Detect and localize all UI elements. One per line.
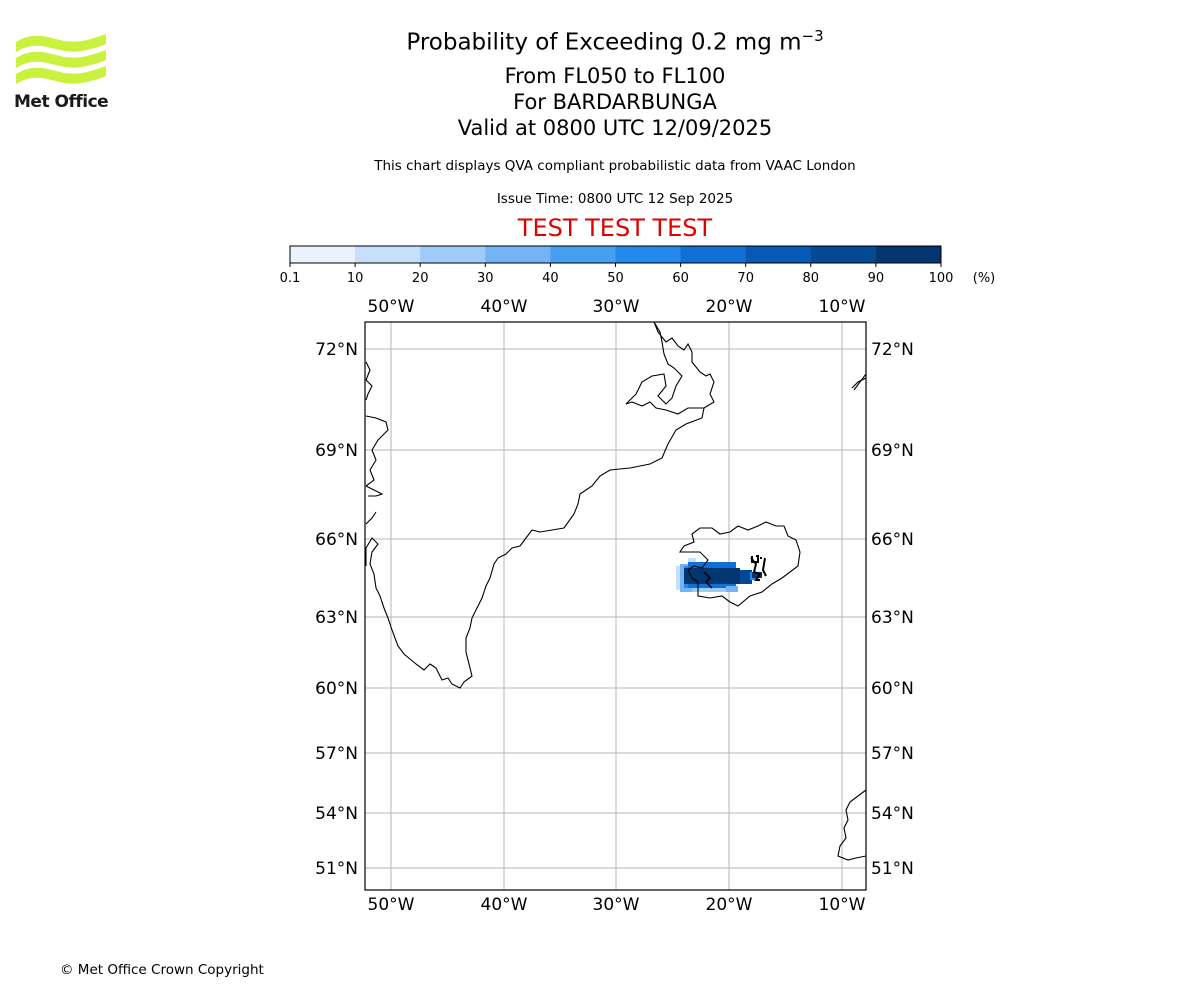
lon-label-bottom-30w: 30°W bbox=[593, 895, 640, 915]
colorbar-segment bbox=[680, 246, 747, 263]
volcano-icon bbox=[750, 555, 767, 581]
chart-description: This chart displays QVA compliant probab… bbox=[374, 158, 856, 174]
colorbar-segment bbox=[355, 246, 421, 263]
lat-label-right-54n: 54°N bbox=[871, 804, 914, 824]
colorbar-unit: (%) bbox=[973, 271, 996, 286]
map-frame bbox=[364, 321, 867, 891]
colorbar-tick-label: 70 bbox=[737, 271, 754, 286]
issue-time: Issue Time: 0800 UTC 12 Sep 2025 bbox=[496, 191, 734, 207]
lat-label-right-51n: 51°N bbox=[871, 859, 914, 879]
lat-label-left-63n: 63°N bbox=[315, 608, 358, 628]
colorbar-tick-label: 90 bbox=[868, 271, 885, 286]
chart-title: Probability of Exceeding 0.2 mg m−3 bbox=[406, 27, 824, 56]
lon-label-top-20w: 20°W bbox=[706, 297, 753, 317]
lon-label-top-10w: 10°W bbox=[819, 297, 866, 317]
lat-label-left-66n: 66°N bbox=[315, 530, 358, 550]
lon-label-bottom-50w: 50°W bbox=[368, 895, 415, 915]
validity-time: Valid at 0800 UTC 12/09/2025 bbox=[457, 116, 773, 140]
lon-label-top-30w: 30°W bbox=[593, 297, 640, 317]
colorbar-tick-label: 10 bbox=[347, 271, 364, 286]
coastlines bbox=[365, 321, 867, 861]
lat-label-left-60n: 60°N bbox=[315, 679, 358, 699]
colorbar-segment bbox=[875, 246, 942, 263]
colorbar-tick-label: 40 bbox=[542, 271, 559, 286]
lat-label-right-69n: 69°N bbox=[871, 441, 914, 461]
lon-label-top-40w: 40°W bbox=[481, 297, 528, 317]
lat-label-right-57n: 57°N bbox=[871, 744, 914, 764]
lat-label-left-57n: 57°N bbox=[315, 744, 358, 764]
colorbar-segment bbox=[810, 246, 877, 263]
colorbar-tick-label: 60 bbox=[672, 271, 689, 286]
flight-level-range: From FL050 to FL100 bbox=[504, 64, 726, 88]
colorbar-tick-label: 0.1 bbox=[280, 271, 301, 286]
lat-label-right-60n: 60°N bbox=[871, 679, 914, 699]
lat-label-left-69n: 69°N bbox=[315, 441, 358, 461]
colorbar-tick-label: 50 bbox=[607, 271, 624, 286]
lon-label-bottom-20w: 20°W bbox=[706, 895, 753, 915]
colorbar-segment bbox=[420, 246, 486, 263]
met-office-logo bbox=[16, 34, 106, 84]
colorbar-segment bbox=[550, 246, 616, 263]
colorbar-tick-label: 20 bbox=[412, 271, 429, 286]
colorbar-segment bbox=[485, 246, 551, 263]
lat-label-left-51n: 51°N bbox=[315, 859, 358, 879]
lat-label-left-54n: 54°N bbox=[315, 804, 358, 824]
met-office-logo-text: Met Office bbox=[14, 92, 109, 112]
map: 50°W 40°W 30°W 20°W 10°W 50°W 40°W 30°W … bbox=[315, 297, 914, 915]
colorbar-segment bbox=[290, 246, 356, 263]
ash-probability-field bbox=[676, 558, 762, 592]
colorbar-tick-label: 80 bbox=[803, 271, 820, 286]
colorbar-tick-label: 100 bbox=[929, 271, 954, 286]
lat-label-right-72n: 72°N bbox=[871, 340, 914, 360]
lat-label-left-72n: 72°N bbox=[315, 340, 358, 360]
colorbar-tick-label: 30 bbox=[477, 271, 494, 286]
test-banner: TEST TEST TEST bbox=[517, 214, 713, 242]
lat-label-right-63n: 63°N bbox=[871, 608, 914, 628]
colorbar-segment bbox=[615, 246, 682, 263]
lon-label-top-50w: 50°W bbox=[368, 297, 415, 317]
lon-label-bottom-40w: 40°W bbox=[481, 895, 528, 915]
copyright-notice: © Met Office Crown Copyright bbox=[60, 962, 264, 978]
map-gridlines bbox=[365, 322, 866, 890]
volcano-name: For BARDARBUNGA bbox=[513, 90, 717, 114]
lon-label-bottom-10w: 10°W bbox=[819, 895, 866, 915]
colorbar-segment bbox=[745, 246, 812, 263]
colorbar: 0.1 10 20 30 40 50 60 70 80 90 100 (%) bbox=[280, 245, 996, 286]
lat-label-right-66n: 66°N bbox=[871, 530, 914, 550]
